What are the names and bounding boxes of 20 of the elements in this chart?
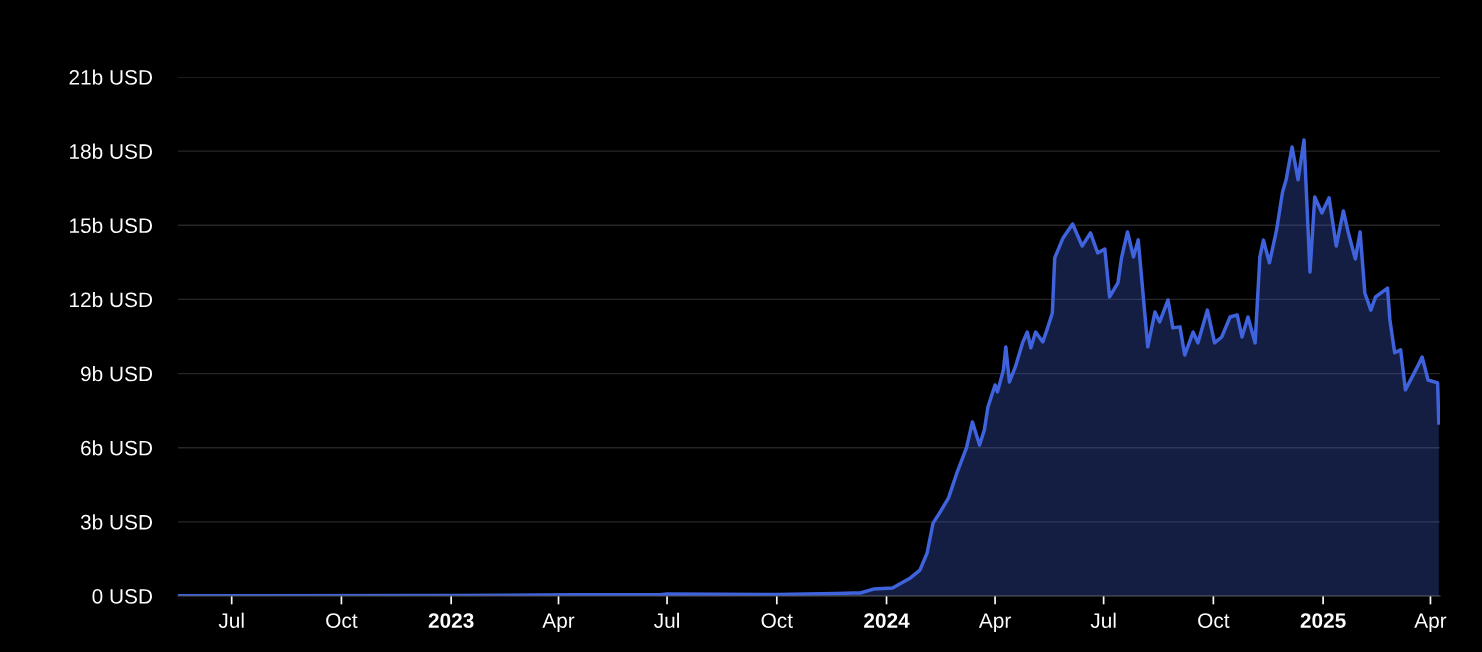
x-tick-label: Apr [978, 613, 1011, 633]
x-tick-label: Jul [654, 612, 679, 628]
y-tick-label: 9b USD [81, 366, 153, 382]
x-tick-label: Jul [1090, 612, 1116, 628]
x-tick-label: Oct [1198, 613, 1230, 628]
x-tick-label: Oct [761, 613, 793, 628]
y-tick-label: 21b USD [69, 69, 153, 85]
x-tick-label: 2025 [1300, 613, 1346, 628]
x-tick-label: Jul [218, 612, 244, 628]
x-tick-label: Apr [1414, 613, 1447, 633]
y-tick-label: 12b USD [70, 291, 153, 308]
y-tick-label: 3b USD [80, 514, 153, 530]
x-tick-label: Oct [326, 613, 358, 628]
x-tick-label: Apr [542, 613, 575, 633]
y-tick-label: 0 USD [92, 589, 152, 604]
x-tick-label: 2023 [428, 613, 474, 628]
y-tick-label: 18b USD [70, 143, 153, 159]
y-tick-label: 6b USD [81, 440, 153, 456]
x-tick-label: 2024 [864, 613, 910, 628]
y-tick-label: 15b USD [70, 217, 153, 234]
